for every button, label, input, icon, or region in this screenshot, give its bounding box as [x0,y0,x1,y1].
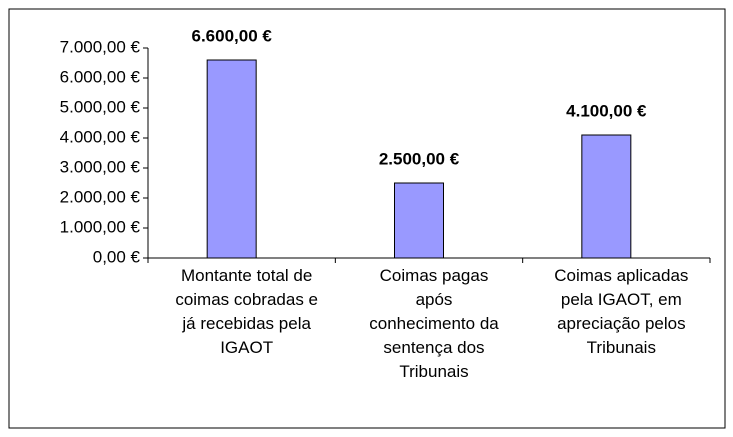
y-tick-label: 3.000,00 € [60,157,141,176]
y-tick-label: 6.000,00 € [60,67,141,86]
y-tick-label: 5.000,00 € [60,97,141,116]
x-tick-label-box: Montante total de coimas cobradas e já r… [175,266,318,357]
x-tick-label: Coimas pagas após conhecimento da senten… [369,266,499,381]
data-label: 6.600,00 € [191,26,272,45]
y-tick-label: 4.000,00 € [60,127,141,146]
data-label: 2.500,00 € [379,149,460,168]
y-tick-label: 7.000,00 € [60,37,141,56]
x-tick-label-box: Coimas aplicadas pela IGAOT, em apreciaç… [554,266,689,357]
x-tick-label-box: Coimas pagas após conhecimento da senten… [369,266,499,381]
y-tick-label: 2.000,00 € [60,187,141,206]
y-tick-label: 0,00 € [93,247,141,266]
data-label: 4.100,00 € [566,101,647,120]
bar [206,59,257,259]
y-tick-label: 1.000,00 € [60,217,141,236]
x-tick-label: Montante total de coimas cobradas e já r… [175,266,318,357]
bar [581,134,632,259]
bar [394,182,444,259]
x-tick-label: Coimas aplicadas pela IGAOT, em apreciaç… [554,266,689,357]
